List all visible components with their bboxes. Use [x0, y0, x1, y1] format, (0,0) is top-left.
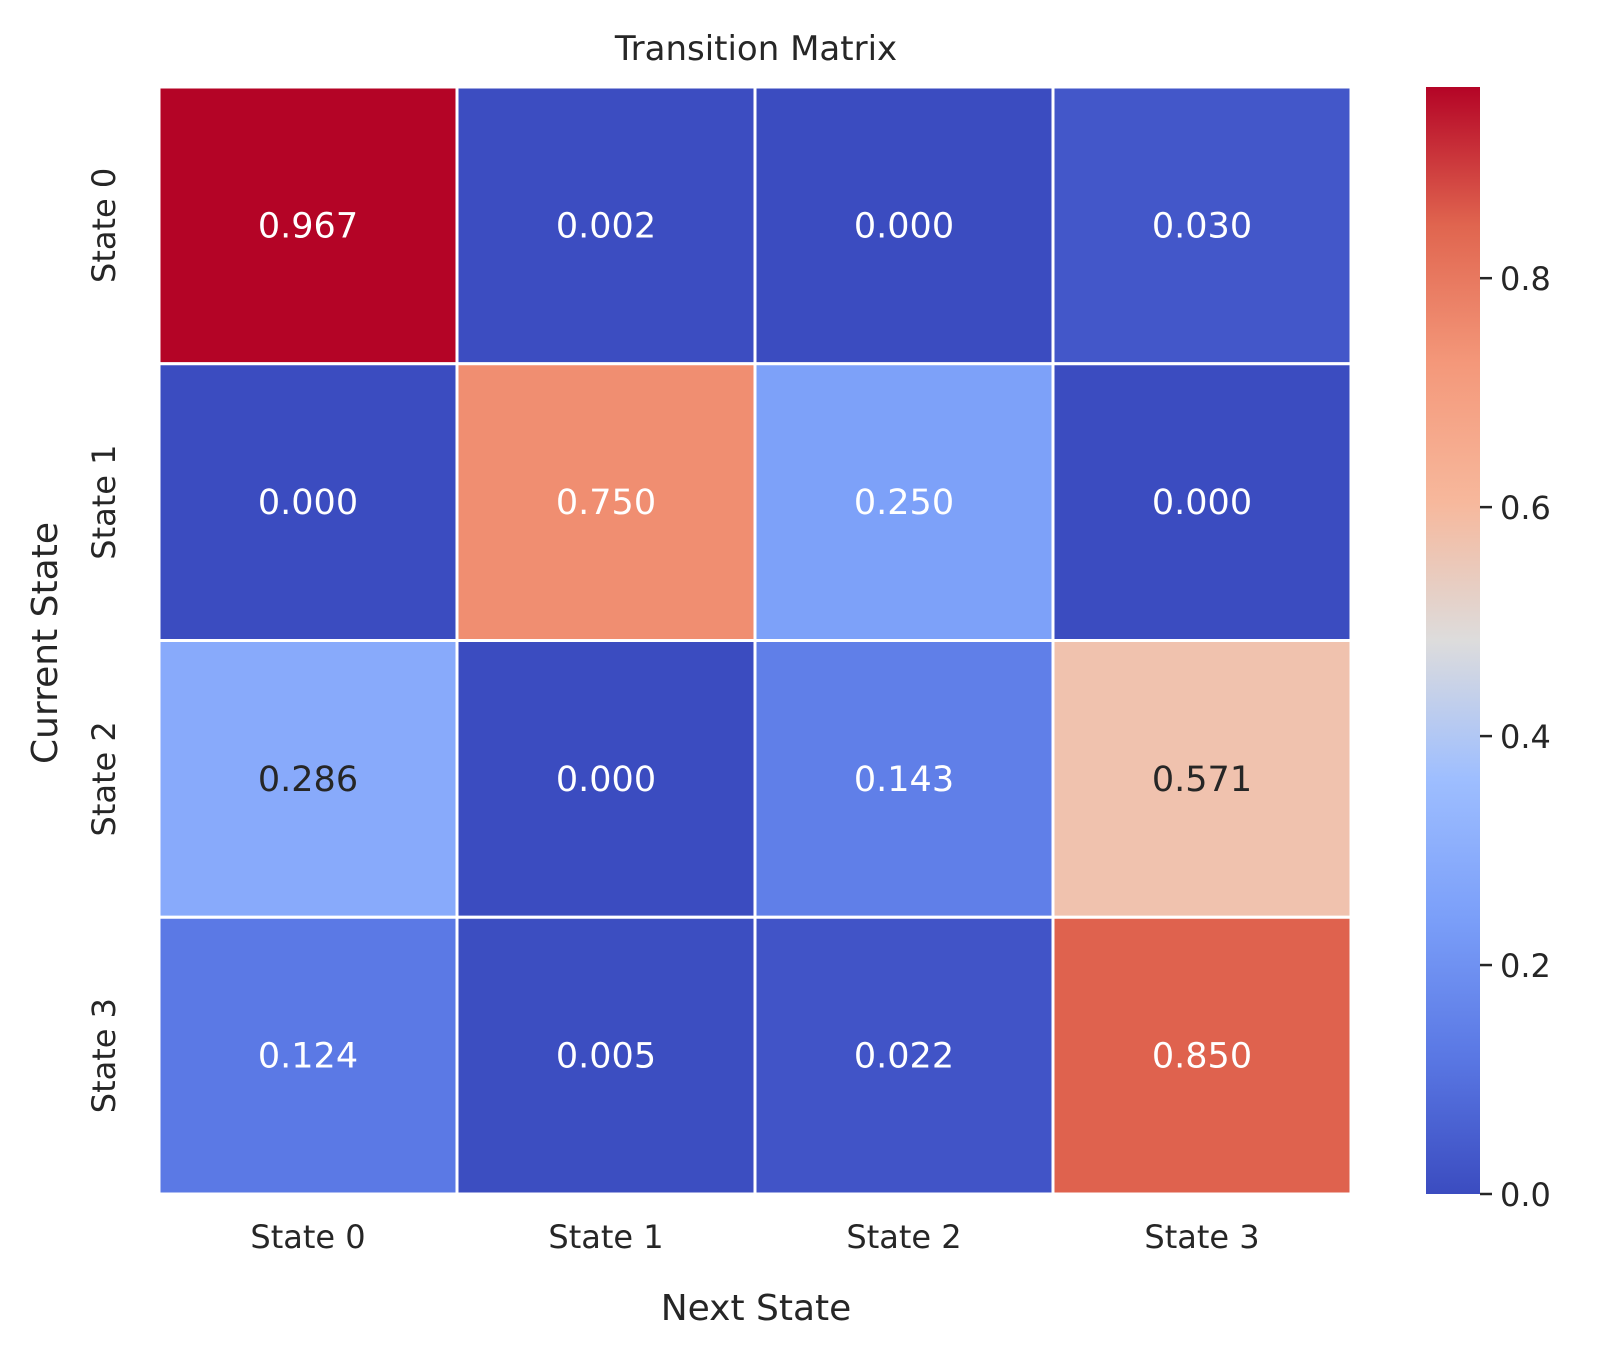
cell-value-label: 0.967	[258, 206, 358, 246]
cell-value-label: 0.286	[258, 760, 358, 800]
y-tick-label: State 3	[85, 998, 123, 1113]
y-axis-label: Current State	[25, 522, 66, 764]
x-tick-label: State 2	[846, 1218, 961, 1256]
cell-value-label: 0.124	[258, 1037, 358, 1077]
x-axis-ticks: State 0 State 1 State 2 State 3	[250, 1218, 1259, 1256]
heatmap-cell-r0-c2	[753, 85, 1055, 366]
cell-value-label: 0.030	[1152, 206, 1252, 246]
x-tick-label: State 0	[250, 1218, 365, 1256]
heatmap-cell-r0-c3	[1051, 85, 1353, 366]
heatmap-cell-r3-c1	[455, 915, 757, 1196]
heatmap-cell-r3-c0	[157, 915, 459, 1196]
heatmap-cell-r3-c3	[1051, 915, 1353, 1196]
colorbar-tick-label: 0.8	[1500, 260, 1551, 298]
heatmap-cell-r1-c0	[157, 362, 459, 642]
x-axis-label: Next State	[661, 1288, 852, 1329]
cell-value-label: 0.250	[854, 483, 954, 523]
cell-value-label: 0.000	[258, 483, 358, 523]
colorbar-tick-label: 0.2	[1500, 947, 1551, 985]
cell-value-label: 0.000	[556, 760, 656, 800]
chart-title: Transition Matrix	[614, 29, 897, 69]
colorbar-tick-label: 0.6	[1500, 489, 1551, 527]
colorbar-ticks: 0.0 0.2 0.4 0.6 0.8	[1480, 260, 1551, 1214]
heatmap-cell-r0-c1	[455, 85, 757, 366]
cell-value-label: 0.850	[1152, 1037, 1252, 1077]
cell-value-label: 0.005	[556, 1037, 656, 1077]
heatmap-cell-r2-c1	[455, 639, 757, 919]
cell-value-label: 0.000	[1152, 483, 1252, 523]
cell-value-label: 0.571	[1152, 760, 1252, 800]
cell-value-label: 0.143	[854, 760, 954, 800]
heatmap-cell-r1-c3	[1051, 362, 1353, 642]
heatmap-cells	[157, 85, 1353, 1196]
cell-value-label: 0.002	[556, 206, 656, 246]
y-tick-label: State 0	[85, 168, 123, 283]
heatmap-cell-r2-c3	[1051, 639, 1353, 919]
colorbar	[1426, 87, 1480, 1194]
heatmap-cell-r1-c1	[455, 362, 757, 642]
cell-value-label: 0.022	[854, 1037, 954, 1077]
colorbar-tick-label: 0.0	[1500, 1176, 1551, 1214]
x-tick-label: State 3	[1144, 1218, 1259, 1256]
y-tick-label: State 1	[85, 445, 123, 560]
heatmap-cell-labels: 0.967 0.002 0.000 0.030 0.000 0.750 0.250 0.000…	[258, 206, 1252, 1076]
cell-value-label: 0.000	[854, 206, 954, 246]
heatmap-cell-r3-c2	[753, 915, 1055, 1196]
colorbar-tick-label: 0.4	[1500, 718, 1551, 756]
y-tick-label: State 2	[85, 721, 123, 836]
heatmap-cell-r0-c0	[157, 85, 459, 366]
x-tick-label: State 1	[548, 1218, 663, 1256]
y-axis-ticks: State 0 State 1 State 2 State 3	[85, 168, 123, 1113]
cell-value-label: 0.750	[556, 483, 656, 523]
